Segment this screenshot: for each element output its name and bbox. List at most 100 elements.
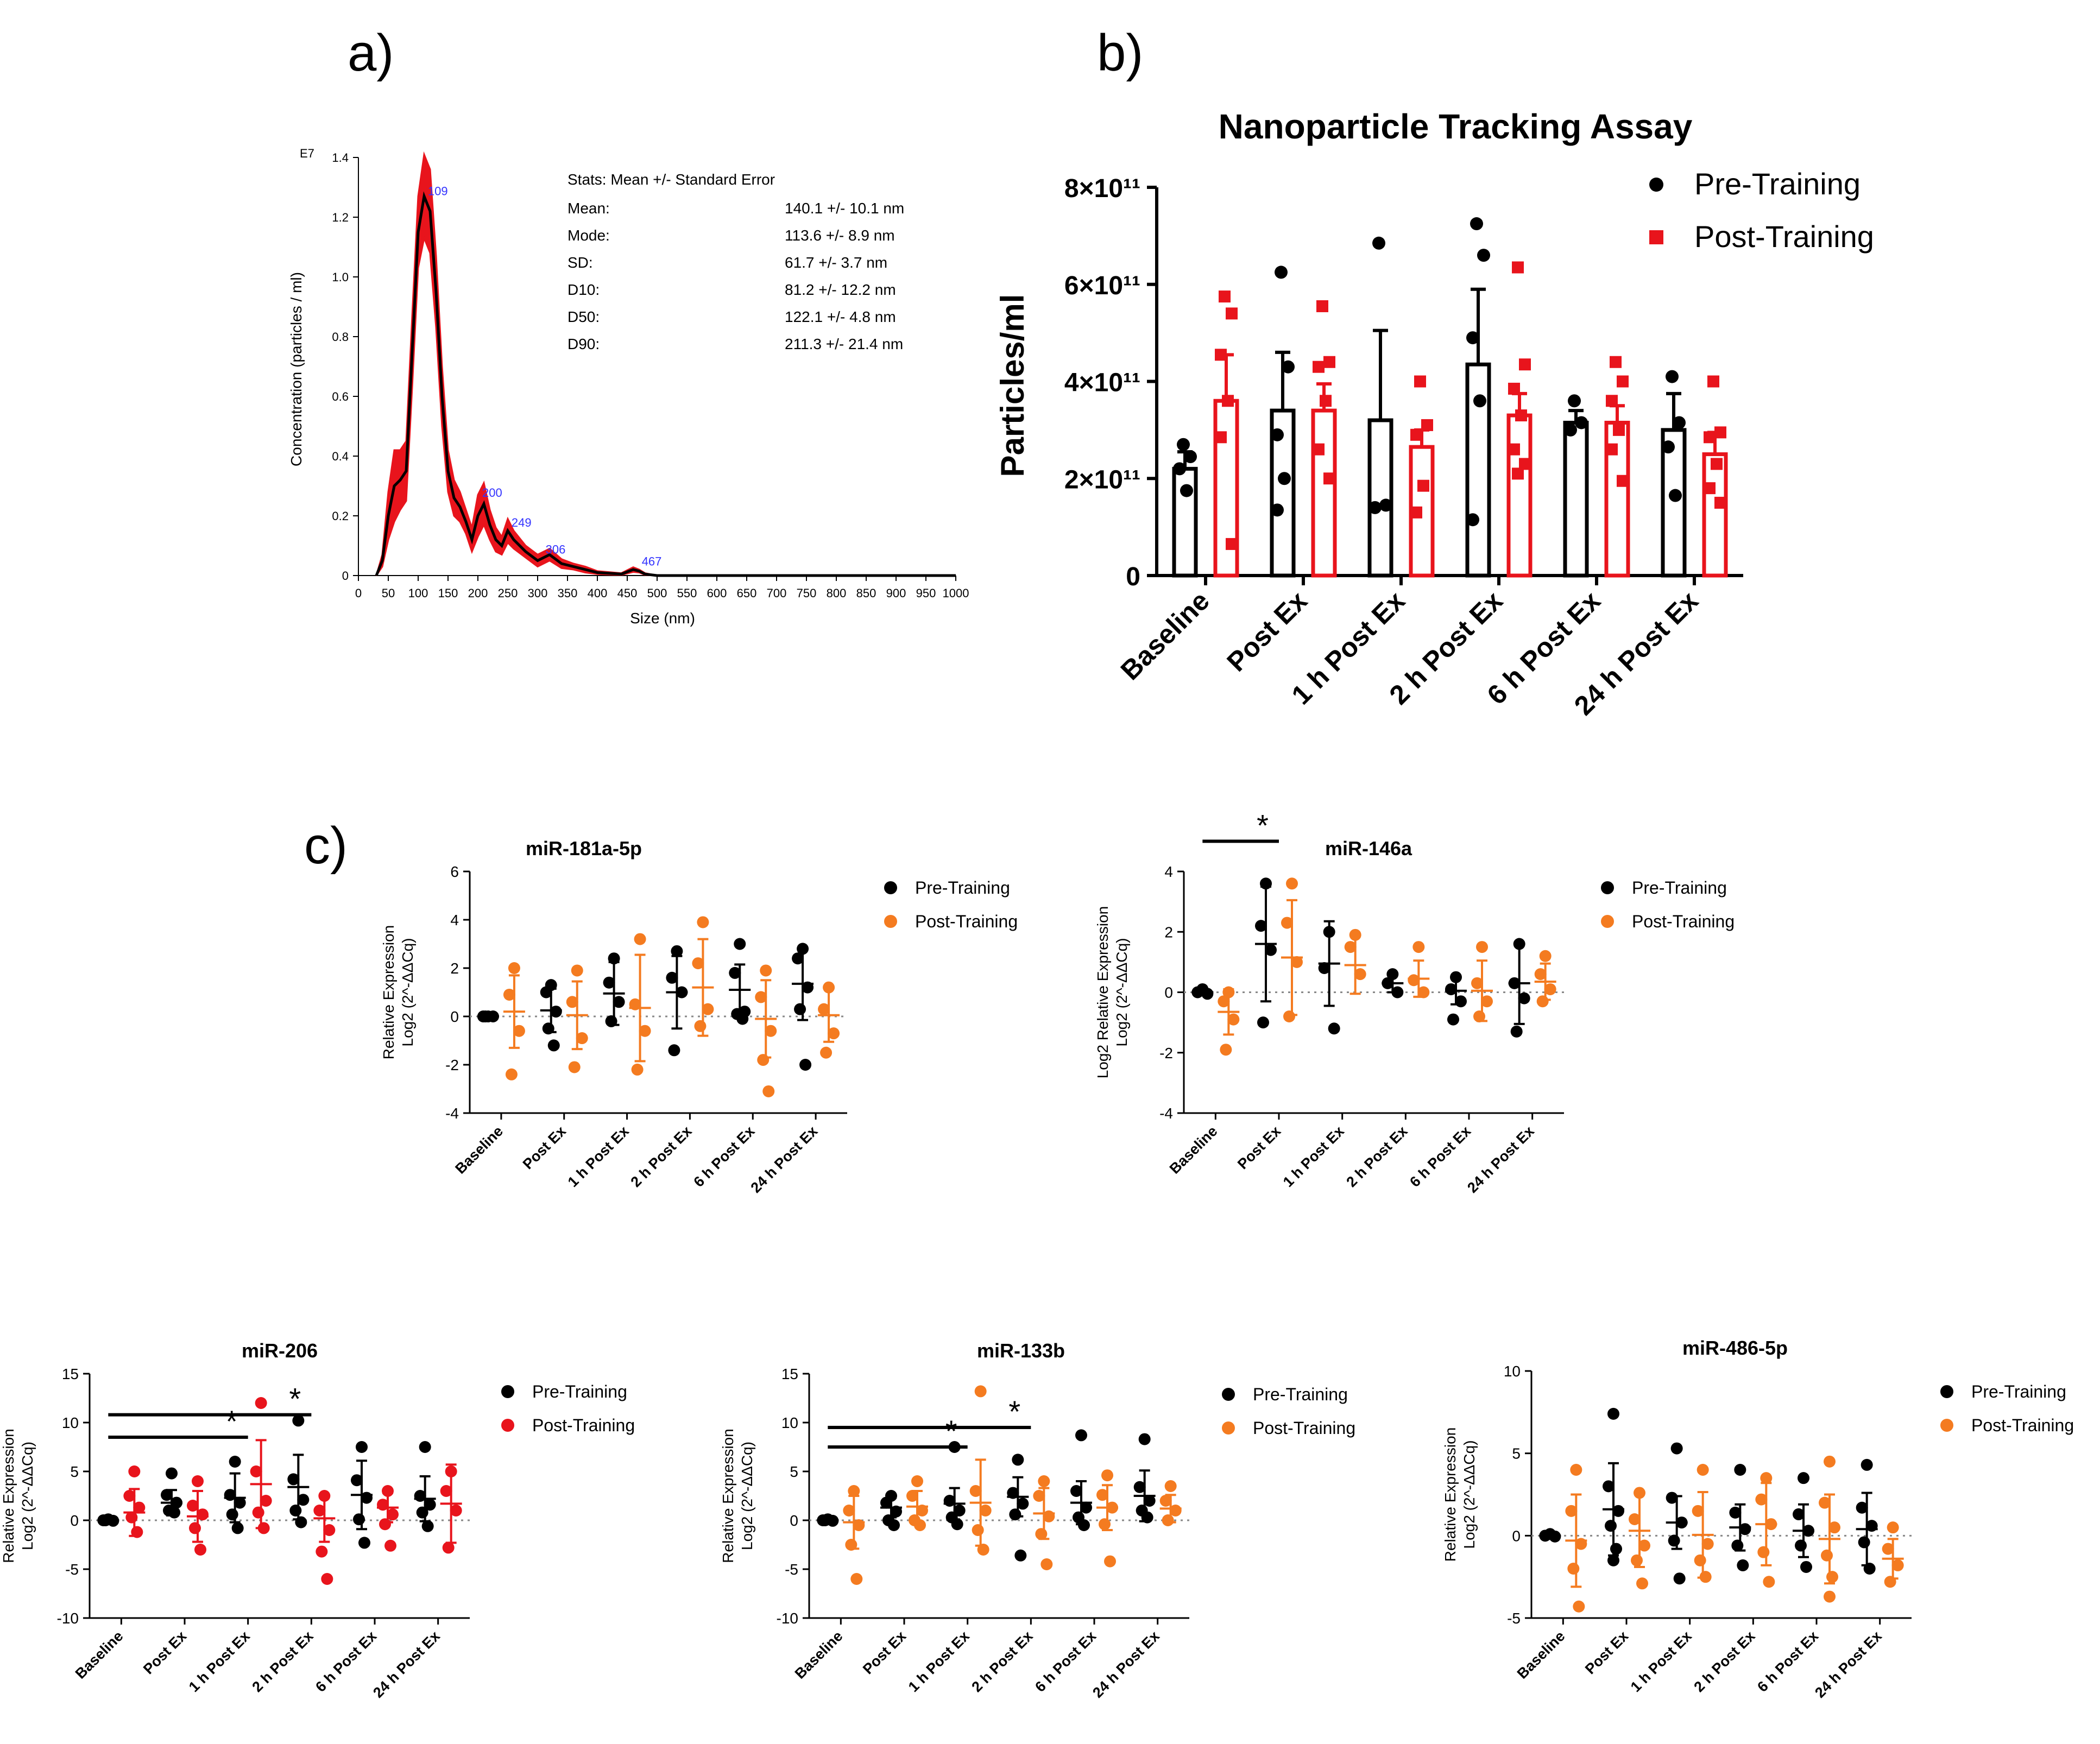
mir-point-post	[450, 1505, 462, 1516]
mir-ylabel-line2: Log2 (2^-ΔΔCq)	[739, 1442, 755, 1550]
mir-point-post	[1536, 995, 1549, 1008]
mir-point-pre	[676, 986, 688, 999]
mir-point-post	[1043, 1510, 1055, 1522]
mir-point-pre	[1382, 977, 1394, 989]
nta-x-tick-label: Post Ex	[1221, 585, 1313, 677]
nta-legend-marker-post	[1649, 230, 1663, 244]
nta-point-pre	[1662, 440, 1675, 454]
mir-significance-star: *	[1008, 1394, 1020, 1429]
mir-x-tick-label: Post Ex	[860, 1628, 909, 1677]
mir-point-post	[197, 1508, 209, 1521]
mir-point-pre	[1328, 1022, 1340, 1035]
stats-label-sd: SD:	[567, 254, 593, 271]
mir-point-pre	[1856, 1501, 1868, 1514]
mir-y-tick-label: 2	[1164, 924, 1173, 940]
size-distribution-peak-labels: 109 200 249 306 467	[428, 185, 662, 568]
mir-point-pre	[421, 1520, 434, 1532]
mir-x-tick-label: 1 h Post Ex	[1280, 1123, 1347, 1190]
mir-x-tick-label: Baseline	[72, 1628, 127, 1682]
mir-y-tick-label: -4	[445, 1105, 459, 1122]
mir-point-pre	[799, 1059, 812, 1071]
mir-legend-marker-post	[1601, 915, 1614, 928]
mir-133b-chart: miR-133b -10 -5 0 5 10 15 Relative Expression Lo…	[720, 1339, 1355, 1701]
size-distribution-y-tick-label: 1.0	[332, 270, 349, 284]
mir-point-pre	[1265, 944, 1277, 956]
mir-point-post	[1694, 1554, 1706, 1566]
nta-point-post	[1417, 479, 1429, 492]
mir-point-post	[828, 1027, 840, 1040]
mir-486-5p-chart: miR-486-5p -5 0 5 10 Relative Expression Log2 …	[1442, 1337, 2074, 1701]
nta-point-pre	[1372, 236, 1385, 250]
panel-label-a: a)	[348, 24, 394, 82]
mir-point-post	[318, 1490, 331, 1502]
size-distribution-peak-label: 109	[428, 185, 448, 198]
mir-point-post	[1354, 968, 1366, 981]
mir-point-post	[692, 957, 704, 970]
mir-point-pre	[161, 1489, 173, 1501]
mir-point-pre	[231, 1522, 244, 1534]
size-distribution-peak-label: 200	[482, 486, 502, 500]
mir-point-pre	[295, 1516, 307, 1528]
mir-point-pre	[1603, 1480, 1615, 1493]
nta-y-tick-label: 8×10¹¹	[1064, 174, 1140, 203]
size-distribution-x-tick-label: 600	[707, 586, 727, 600]
mir-146a-chart: miR-146a -4 -2 0 2 4 Log2 Relative Expression L…	[1094, 808, 1735, 1196]
mir-point-post	[252, 1506, 264, 1519]
mir-x-tick-label: 24 h Post Ex	[748, 1123, 821, 1196]
mir-point-post	[260, 1495, 272, 1507]
size-distribution-x-tick-label: 150	[438, 586, 458, 600]
mir-point-post	[850, 1573, 863, 1585]
mir-y-tick-label: 5	[1512, 1445, 1521, 1462]
nta-point-post	[1222, 395, 1234, 407]
mir-point-post	[755, 991, 767, 1003]
mir-point-post	[313, 1505, 326, 1516]
mir-x-tick-label: Baseline	[792, 1628, 846, 1682]
mir-point-pre	[1143, 1495, 1156, 1507]
stats-value-d50: 122.1 +/- 4.8 nm	[785, 308, 896, 325]
mir-x-tick-label: Post Ex	[520, 1123, 569, 1172]
mir-point-pre	[1549, 1530, 1561, 1543]
mir-point-pre	[1078, 1519, 1090, 1531]
mir-point-post	[916, 1505, 928, 1516]
mir-point-pre	[540, 986, 552, 999]
mir-legend-marker-post	[1222, 1421, 1235, 1435]
mir-significance-star: *	[1257, 808, 1269, 842]
mir-point-pre	[1802, 1525, 1814, 1537]
mir-point-post	[1481, 995, 1493, 1008]
mir-point-post	[1887, 1521, 1899, 1534]
mir-point-post	[125, 1511, 138, 1524]
mir-x-tick-label: 6 h Post Ex	[690, 1123, 758, 1190]
mir-point-post	[257, 1522, 270, 1534]
mir-point-post	[1476, 941, 1488, 953]
mir-point-post	[1824, 1455, 1836, 1468]
mir-point-post	[1884, 1576, 1896, 1588]
mir-point-pre	[890, 1505, 902, 1518]
mir-point-pre	[729, 966, 741, 979]
nta-point-post	[1515, 409, 1527, 422]
nta-point-pre	[1180, 484, 1193, 497]
mir-legend-post: Post-Training	[1253, 1418, 1355, 1438]
mir-y-tick-label: -5	[785, 1561, 798, 1578]
mir-point-pre	[1075, 1429, 1087, 1442]
stats-value-sd: 61.7 +/- 3.7 nm	[785, 254, 887, 271]
nta-point-pre	[1278, 472, 1291, 485]
nta-point-post	[1714, 496, 1726, 509]
mir-point-post	[1629, 1513, 1641, 1525]
nta-point-pre	[1568, 394, 1581, 408]
nta-point-post	[1410, 428, 1422, 441]
mir-y-tick-label: 0	[1164, 984, 1173, 1001]
size-distribution-y-tick-label: 1.4	[332, 151, 349, 165]
mir-point-post	[1821, 1549, 1833, 1562]
mir-point-post	[818, 1003, 830, 1015]
mir-point-post	[629, 998, 641, 1010]
size-distribution-x-tick-label: 500	[647, 586, 667, 600]
mir-point-pre	[951, 1518, 963, 1531]
mir-point-post	[979, 1505, 992, 1516]
nta-point-post	[1313, 443, 1325, 456]
mir-legend-marker-post	[884, 915, 897, 928]
mir-point-pre	[166, 1467, 178, 1480]
mir-chart-title: miR-206	[242, 1339, 318, 1362]
mir-legend-marker-pre	[884, 881, 897, 894]
nta-bar-chart: Nanoparticle Tracking Assay Particles/ml…	[994, 107, 1874, 721]
nta-point-post	[1606, 443, 1618, 456]
